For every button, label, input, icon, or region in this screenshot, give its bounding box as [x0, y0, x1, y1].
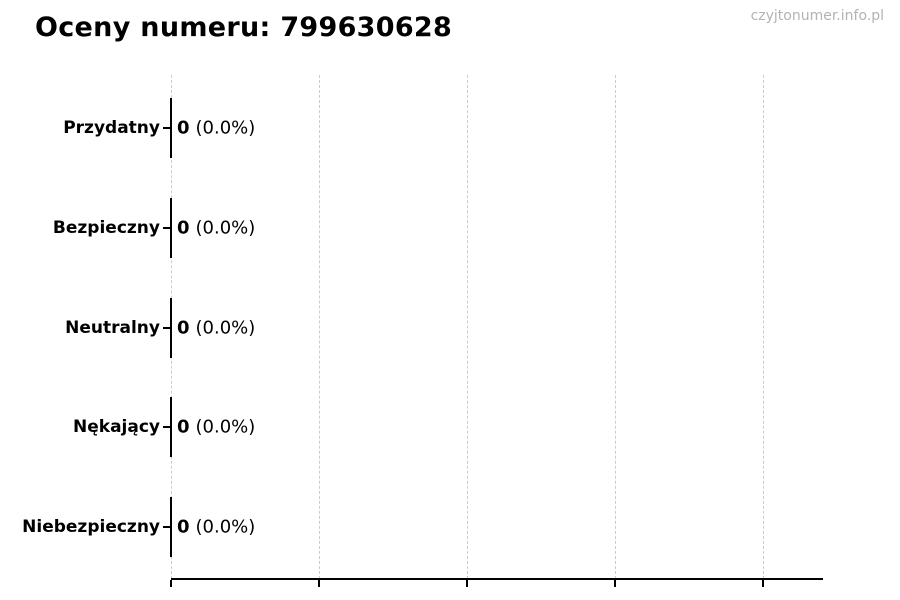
- zero-value-bar: [170, 98, 172, 158]
- bar-count: 0: [177, 117, 190, 139]
- category-label: Przydatny: [63, 118, 160, 138]
- bar-count: 0: [177, 217, 190, 239]
- x-axis-tick: [762, 580, 764, 587]
- bar-value-label: 0 (0.0%): [177, 318, 255, 339]
- bar-row: Bezpieczny 0 (0.0%): [0, 198, 900, 258]
- category-label: Bezpieczny: [52, 218, 160, 238]
- gridline: [763, 75, 764, 579]
- zero-value-bar: [170, 397, 172, 457]
- y-axis-tick: [163, 127, 171, 129]
- zero-value-bar: [170, 198, 172, 258]
- gridline: [319, 75, 320, 579]
- category-label: Niebezpieczny: [22, 517, 160, 537]
- bar-percent: (0.0%): [195, 516, 256, 538]
- bar-value-label: 0 (0.0%): [177, 417, 255, 438]
- x-axis-tick: [170, 580, 172, 587]
- chart-title: Oceny numeru: 799630628: [35, 12, 453, 43]
- x-axis-tick: [466, 580, 468, 587]
- y-axis-tick: [163, 526, 171, 528]
- gridline: [467, 75, 468, 579]
- bar-value-label: 0 (0.0%): [177, 218, 255, 239]
- x-axis-tick: [614, 580, 616, 587]
- bar-percent: (0.0%): [195, 317, 256, 339]
- watermark-text: czyjtonumer.info.pl: [750, 8, 884, 24]
- bar-row: Neutralny 0 (0.0%): [0, 298, 900, 358]
- category-label: Neutralny: [65, 318, 160, 338]
- bar-percent: (0.0%): [195, 217, 256, 239]
- bar-row: Nękający 0 (0.0%): [0, 397, 900, 457]
- bar-count: 0: [177, 416, 190, 438]
- zero-value-bar: [170, 298, 172, 358]
- gridline: [615, 75, 616, 579]
- y-axis-tick: [163, 327, 171, 329]
- x-axis-tick: [318, 580, 320, 587]
- bar-percent: (0.0%): [195, 117, 256, 139]
- bar-count: 0: [177, 516, 190, 538]
- x-axis-line: [171, 578, 823, 580]
- y-axis-tick: [163, 227, 171, 229]
- bar-row: Niebezpieczny 0 (0.0%): [0, 497, 900, 557]
- bar-value-label: 0 (0.0%): [177, 118, 255, 139]
- zero-value-bar: [170, 497, 172, 557]
- bar-value-label: 0 (0.0%): [177, 517, 255, 538]
- y-axis-tick: [163, 426, 171, 428]
- category-label: Nękający: [73, 417, 160, 437]
- bar-percent: (0.0%): [195, 416, 256, 438]
- bar-count: 0: [177, 317, 190, 339]
- bar-row: Przydatny 0 (0.0%): [0, 98, 900, 158]
